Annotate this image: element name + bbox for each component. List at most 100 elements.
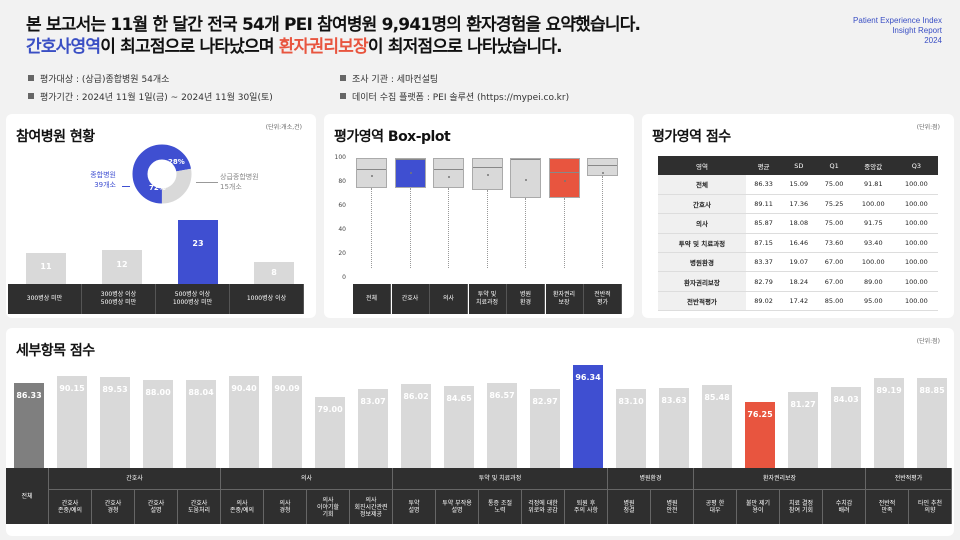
y-tick-label: 100 [334, 154, 346, 161]
box-whisker [525, 197, 526, 268]
detail-bar: 89.53 [100, 377, 130, 468]
table-cell: 93.40 [851, 233, 895, 254]
bar-value-label: 85.48 [704, 392, 730, 402]
item-label: 치료 결정 참여 기회 [780, 490, 823, 524]
group-header: 병원환경 [608, 468, 694, 490]
group-header: 간호사 [49, 468, 221, 490]
table-cell: 병원환경 [658, 252, 746, 273]
leader-line [122, 186, 130, 187]
table-cell: 91.75 [851, 213, 895, 234]
bar-value-label: 81.27 [790, 400, 816, 410]
box-mean [486, 174, 489, 177]
table-row: 전체 86.33 15.09 75.00 91.81 100.00 [658, 175, 938, 195]
box-whisker [371, 188, 372, 268]
y-tick-label: 20 [338, 250, 346, 257]
bar-value-label: 96.34 [575, 372, 601, 382]
detail-bar: 83.07 [358, 389, 388, 468]
detail-bar: 83.63 [659, 388, 689, 468]
y-tick-label: 0 [342, 274, 346, 281]
brand-line: Insight Report [892, 26, 942, 35]
panel-title: 평가영역 Box-plot [334, 129, 451, 145]
item-label: 간호사 설명 [135, 490, 178, 524]
detail-bar: 84.03 [831, 387, 861, 468]
table-cell: 86.33 [745, 175, 782, 195]
table-cell: 75.25 [816, 194, 852, 215]
table-cell: 89.11 [745, 194, 782, 215]
table-cell: 75.00 [816, 175, 852, 195]
item-label: 투약 설명 [393, 490, 436, 524]
box-median [357, 168, 386, 170]
category-total: 전체 [6, 468, 49, 524]
panel-hospitals: 참여병원 현황 (단위:개소,건) 72% 28% 종합병원 39개소 상급종합병… [6, 114, 316, 318]
bar-value-label: 90.15 [59, 384, 85, 394]
box-mean [409, 172, 412, 175]
box-mean [563, 179, 566, 182]
table-cell: 17.42 [781, 291, 817, 312]
table-cell: 67.00 [816, 271, 852, 292]
hospital-bar: 23 [178, 219, 218, 284]
detail-bar: 82.97 [530, 389, 560, 468]
table-cell: 100.00 [894, 233, 938, 254]
table-cell: 100.00 [894, 291, 938, 312]
detail-bar: 90.09 [272, 376, 302, 468]
box-category-label: 투약 및 치료과정 [468, 284, 507, 314]
table-cell: 89.02 [745, 291, 782, 312]
bar-value-label: 79.00 [317, 404, 343, 414]
item-label: 전반적 만족 [866, 490, 909, 524]
table-cell: 간호사 [658, 194, 746, 215]
bar-value-label: 76.25 [747, 409, 773, 419]
table-header: 영역 [658, 156, 746, 175]
item-label: 공평 한 대우 [694, 490, 737, 524]
table-cell: 16.46 [781, 233, 817, 254]
bar-value-label: 86.33 [16, 391, 42, 401]
meta-agency-text: 조사 기관 : 세마컨설팅 [352, 75, 439, 85]
score-table: 영역 평균 SD Q1 중앙값 Q3 전체 86.33 15.09 75.00 91.81 100.… [658, 156, 938, 312]
item-label: 타인 추천 의향 [909, 490, 952, 524]
box-mean [448, 175, 450, 178]
box-median [549, 172, 579, 174]
bar-value-label: 90.09 [274, 384, 300, 394]
box-mean [602, 172, 604, 175]
detail-bar: 88.04 [186, 379, 216, 468]
donut-slice [132, 144, 192, 204]
bar-value-label: 89.53 [102, 385, 128, 395]
table-cell: 87.15 [745, 233, 782, 254]
headline-highlight-best: 간호사영역 [26, 37, 101, 57]
bar-value-label: 88.85 [919, 386, 945, 396]
box-median [472, 166, 502, 168]
item-label: 수치감 배려 [823, 490, 866, 524]
bar-value-label: 83.07 [360, 397, 386, 407]
table-header: Q1 [816, 156, 852, 175]
box [356, 158, 387, 188]
panel-title: 참여병원 현황 [16, 129, 95, 145]
box-whisker [409, 187, 411, 268]
unit-label: (단위:점) [916, 338, 940, 345]
detail-bar: 83.10 [616, 388, 646, 468]
table-cell: 전체 [658, 175, 746, 195]
item-label: 병원 안전 [651, 490, 694, 524]
meta-period: 평가기간 : 2024년 11월 1일(금) ~ 2024년 11월 30일(토… [28, 90, 273, 103]
table-cell: 100.00 [894, 213, 938, 234]
bullet-square-icon [340, 75, 346, 81]
table-cell: 91.81 [851, 175, 895, 195]
bar-value-label: 23 [192, 238, 204, 248]
table-cell: 15.09 [781, 175, 817, 195]
bar-value-label: 8 [271, 268, 277, 278]
table-cell: 19.07 [781, 252, 817, 273]
headline-line1: 본 보고서는 11월 한 달간 전국 54개 PEI 참여병원 9,941명의 … [26, 15, 641, 35]
panel-detail: 세부항목 점수 (단위:점) 86.33 90.15 89.53 88.00 88.04… [6, 328, 954, 536]
category-label: 300병상 미만 [8, 284, 82, 314]
bar-value-label: 82.97 [532, 397, 558, 407]
table-cell: 100.00 [894, 194, 938, 215]
item-label: 퇴원 후 주의 사항 [565, 490, 608, 524]
detail-bar: 76.25 [745, 401, 775, 468]
meta-target: 평가대상 : (상급)종합병원 54개소 [28, 72, 169, 85]
box [587, 158, 618, 176]
detail-bar: 89.19 [874, 377, 904, 468]
unit-label: (단위:점) [916, 124, 940, 131]
table-header: 중앙값 [851, 156, 895, 175]
detail-bar: 81.27 [788, 392, 818, 468]
donut-label-tertiary: 상급종합병원 15개소 [220, 173, 259, 191]
meta-period-text: 평가기간 : 2024년 11월 1일(금) ~ 2024년 11월 30일(토… [40, 93, 273, 103]
table-cell: 18.24 [781, 271, 817, 292]
